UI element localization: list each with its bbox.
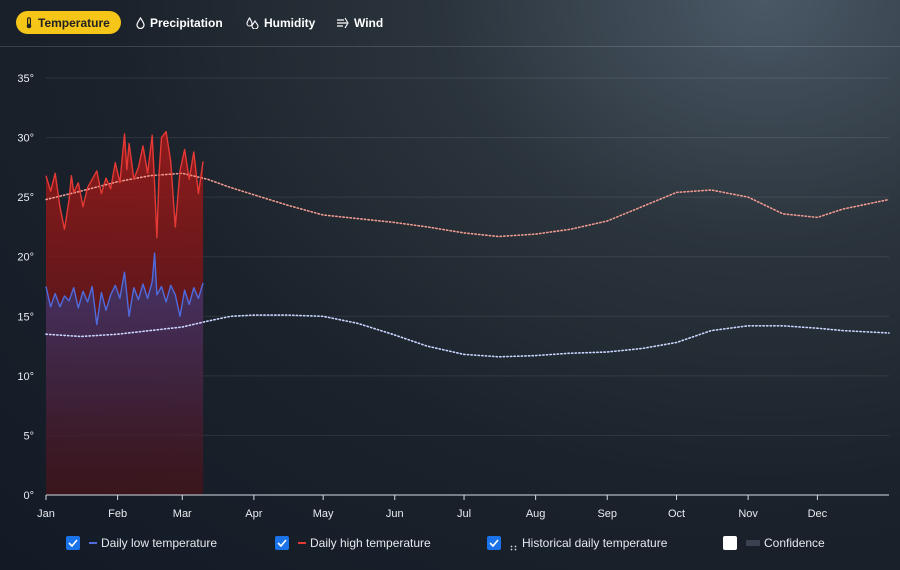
wind-icon	[336, 17, 349, 28]
daily-high-line	[45, 130, 204, 239]
legend-daily-low[interactable]: Daily low temperature	[66, 536, 217, 550]
tab-label: Temperature	[38, 15, 110, 30]
y-tick-label: 10°	[17, 371, 34, 383]
x-tick-label: Aug	[526, 508, 546, 520]
tab-wind[interactable]: Wind	[336, 11, 383, 34]
chart-legend: Daily low temperature Daily high tempera…	[0, 536, 900, 556]
x-tick-label: Apr	[245, 508, 262, 520]
x-tick-label: Mar	[173, 508, 192, 520]
checkbox[interactable]	[275, 536, 289, 550]
tab-label: Humidity	[264, 15, 316, 30]
x-tick-label: Sep	[597, 508, 617, 520]
tab-label: Wind	[354, 15, 384, 30]
chart-type-tabs: Temperature Precipitation Humidity Wind	[0, 0, 900, 47]
blue-line-swatch-icon	[89, 542, 97, 544]
legend-label: Daily low temperature	[101, 536, 218, 550]
low-area	[46, 253, 204, 495]
red-line-swatch-icon	[298, 542, 306, 544]
area-fills	[46, 131, 204, 495]
check-icon	[68, 539, 78, 547]
temperature-chart: 0° 5° 10° 15° 20° 25° 30° 35° Jan Feb Mar Apr May Ju…	[17, 73, 890, 520]
daily-low-line	[45, 252, 204, 326]
x-tick-label: Feb	[108, 508, 127, 520]
legend-confidence[interactable]: Confidence	[723, 536, 825, 550]
y-tick-label: 25°	[17, 192, 34, 204]
x-tick-label: Nov	[738, 508, 758, 520]
x-tick-label: Oct	[668, 508, 685, 520]
dotted-line-swatch-icon	[510, 540, 518, 551]
checkbox[interactable]	[66, 536, 80, 550]
legend-historical[interactable]: Historical daily temperature	[487, 536, 668, 551]
y-tick-label: 35°	[17, 73, 34, 85]
droplet-icon	[136, 16, 145, 29]
y-tick-label: 5°	[23, 430, 34, 442]
thermometer-icon	[25, 16, 33, 29]
legend-label: Historical daily temperature	[522, 536, 668, 550]
y-tick-label: 30°	[17, 133, 34, 145]
x-axis: Jan Feb Mar Apr May Jun Jul Aug Sep Oct Nov Dec	[37, 494, 889, 520]
check-icon	[489, 539, 499, 547]
y-tick-label: 15°	[17, 311, 34, 323]
legend-label: Confidence	[764, 536, 825, 550]
x-tick-label: Jun	[386, 508, 404, 520]
tab-label: Precipitation	[150, 15, 223, 30]
confidence-swatch-icon	[746, 540, 760, 546]
historical-high-line	[45, 172, 890, 238]
checkbox[interactable]	[487, 536, 501, 550]
legend-daily-high[interactable]: Daily high temperature	[275, 536, 431, 550]
y-axis: 0° 5° 10° 15° 20° 25° 30° 35°	[17, 73, 34, 502]
tab-temperature[interactable]: Temperature	[16, 11, 121, 34]
x-tick-label: Jul	[457, 508, 471, 520]
tab-precipitation[interactable]: Precipitation	[136, 11, 223, 34]
x-tick-label: Jan	[37, 508, 55, 520]
checkbox[interactable]	[723, 536, 737, 550]
tab-humidity[interactable]: Humidity	[246, 11, 315, 34]
y-tick-label: 0°	[23, 490, 34, 502]
humidity-icon	[246, 16, 259, 29]
x-tick-label: Dec	[808, 508, 828, 520]
historical-low-line	[45, 314, 890, 358]
y-tick-label: 20°	[17, 252, 34, 264]
legend-label: Daily high temperature	[310, 536, 431, 550]
check-icon	[277, 539, 287, 547]
x-tick-label: May	[313, 508, 334, 520]
series-lines	[45, 130, 890, 358]
